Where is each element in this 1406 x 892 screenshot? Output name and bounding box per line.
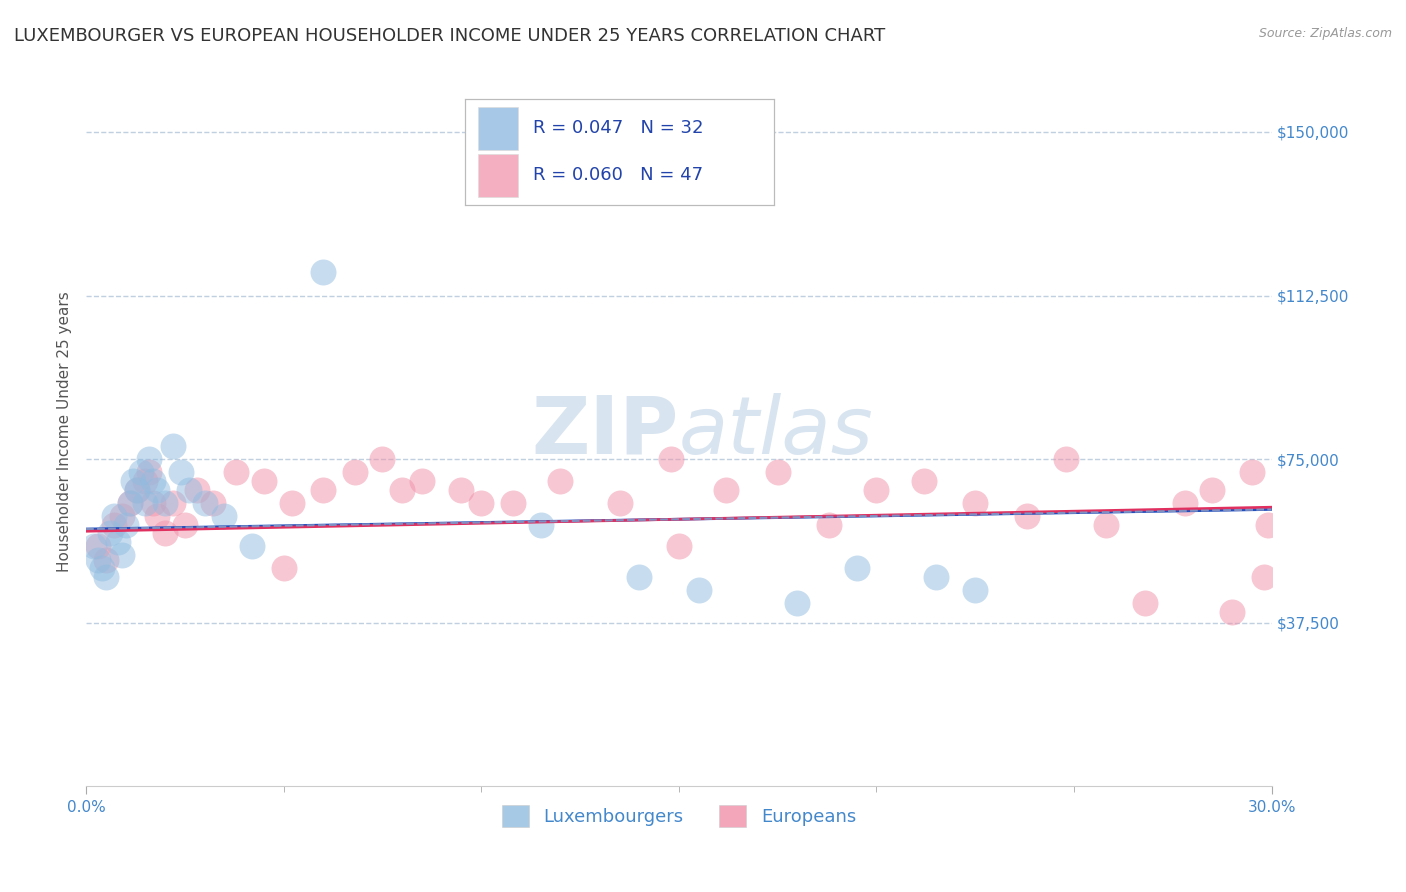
Point	[845, 561, 868, 575]
Text: Source: ZipAtlas.com: Source: ZipAtlas.com	[1258, 27, 1392, 40]
Point	[111, 548, 134, 562]
Point	[818, 517, 841, 532]
Point	[87, 552, 110, 566]
Point	[1174, 496, 1197, 510]
Point	[138, 466, 160, 480]
Point	[1220, 605, 1243, 619]
Point	[1133, 596, 1156, 610]
Point	[312, 483, 335, 497]
Point	[668, 540, 690, 554]
Point	[253, 474, 276, 488]
Point	[173, 517, 195, 532]
Point	[146, 483, 169, 497]
Point	[194, 496, 217, 510]
Point	[280, 496, 302, 510]
Point	[371, 452, 394, 467]
Point	[470, 496, 492, 510]
Point	[134, 496, 156, 510]
Point	[111, 508, 134, 523]
Point	[127, 483, 149, 497]
Point	[965, 496, 987, 510]
Point	[343, 466, 366, 480]
Point	[1257, 517, 1279, 532]
Point	[411, 474, 433, 488]
Point	[225, 466, 247, 480]
Point	[153, 496, 176, 510]
Point	[659, 452, 682, 467]
Point	[965, 583, 987, 598]
Point	[924, 570, 946, 584]
Point	[127, 483, 149, 497]
Point	[114, 517, 136, 532]
Text: ZIP: ZIP	[531, 393, 679, 471]
Point	[1094, 517, 1116, 532]
Point	[131, 466, 153, 480]
Point	[94, 552, 117, 566]
Point	[186, 483, 208, 497]
Point	[103, 517, 125, 532]
Point	[502, 496, 524, 510]
Text: LUXEMBOURGER VS EUROPEAN HOUSEHOLDER INCOME UNDER 25 YEARS CORRELATION CHART: LUXEMBOURGER VS EUROPEAN HOUSEHOLDER INC…	[14, 27, 886, 45]
Point	[912, 474, 935, 488]
Point	[1015, 508, 1038, 523]
Point	[118, 496, 141, 510]
Point	[87, 540, 110, 554]
Text: atlas: atlas	[679, 393, 873, 471]
Point	[312, 264, 335, 278]
Point	[83, 540, 105, 554]
Point	[786, 596, 808, 610]
Point	[98, 526, 121, 541]
Point	[450, 483, 472, 497]
Y-axis label: Householder Income Under 25 years: Householder Income Under 25 years	[58, 292, 72, 573]
Point	[170, 466, 193, 480]
Point	[142, 496, 165, 510]
Point	[548, 474, 571, 488]
Point	[122, 474, 145, 488]
Point	[201, 496, 224, 510]
Point	[766, 466, 789, 480]
Point	[107, 535, 129, 549]
Point	[138, 452, 160, 467]
Point	[1054, 452, 1077, 467]
Point	[103, 508, 125, 523]
Point	[865, 483, 887, 497]
Point	[90, 561, 112, 575]
Point	[142, 474, 165, 488]
Point	[118, 496, 141, 510]
Point	[1253, 570, 1275, 584]
Legend: Luxembourgers, Europeans: Luxembourgers, Europeans	[495, 797, 863, 834]
Point	[688, 583, 710, 598]
Point	[529, 517, 551, 532]
Point	[716, 483, 738, 497]
Point	[273, 561, 295, 575]
Point	[391, 483, 413, 497]
Point	[1240, 466, 1263, 480]
Point	[162, 439, 184, 453]
Point	[214, 508, 236, 523]
Point	[153, 526, 176, 541]
Point	[134, 474, 156, 488]
Point	[609, 496, 631, 510]
Point	[1201, 483, 1223, 497]
Point	[162, 496, 184, 510]
Point	[240, 540, 263, 554]
Point	[628, 570, 651, 584]
Point	[177, 483, 200, 497]
Point	[94, 570, 117, 584]
Point	[146, 508, 169, 523]
